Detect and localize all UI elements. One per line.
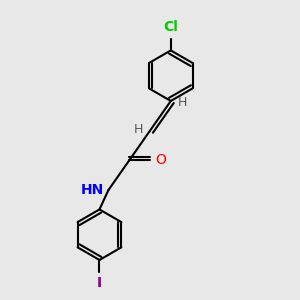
Text: H: H [134,123,143,136]
Text: H: H [177,96,187,109]
Text: I: I [97,276,102,290]
Text: Cl: Cl [164,20,178,34]
Text: HN: HN [81,183,104,197]
Text: O: O [155,153,166,167]
